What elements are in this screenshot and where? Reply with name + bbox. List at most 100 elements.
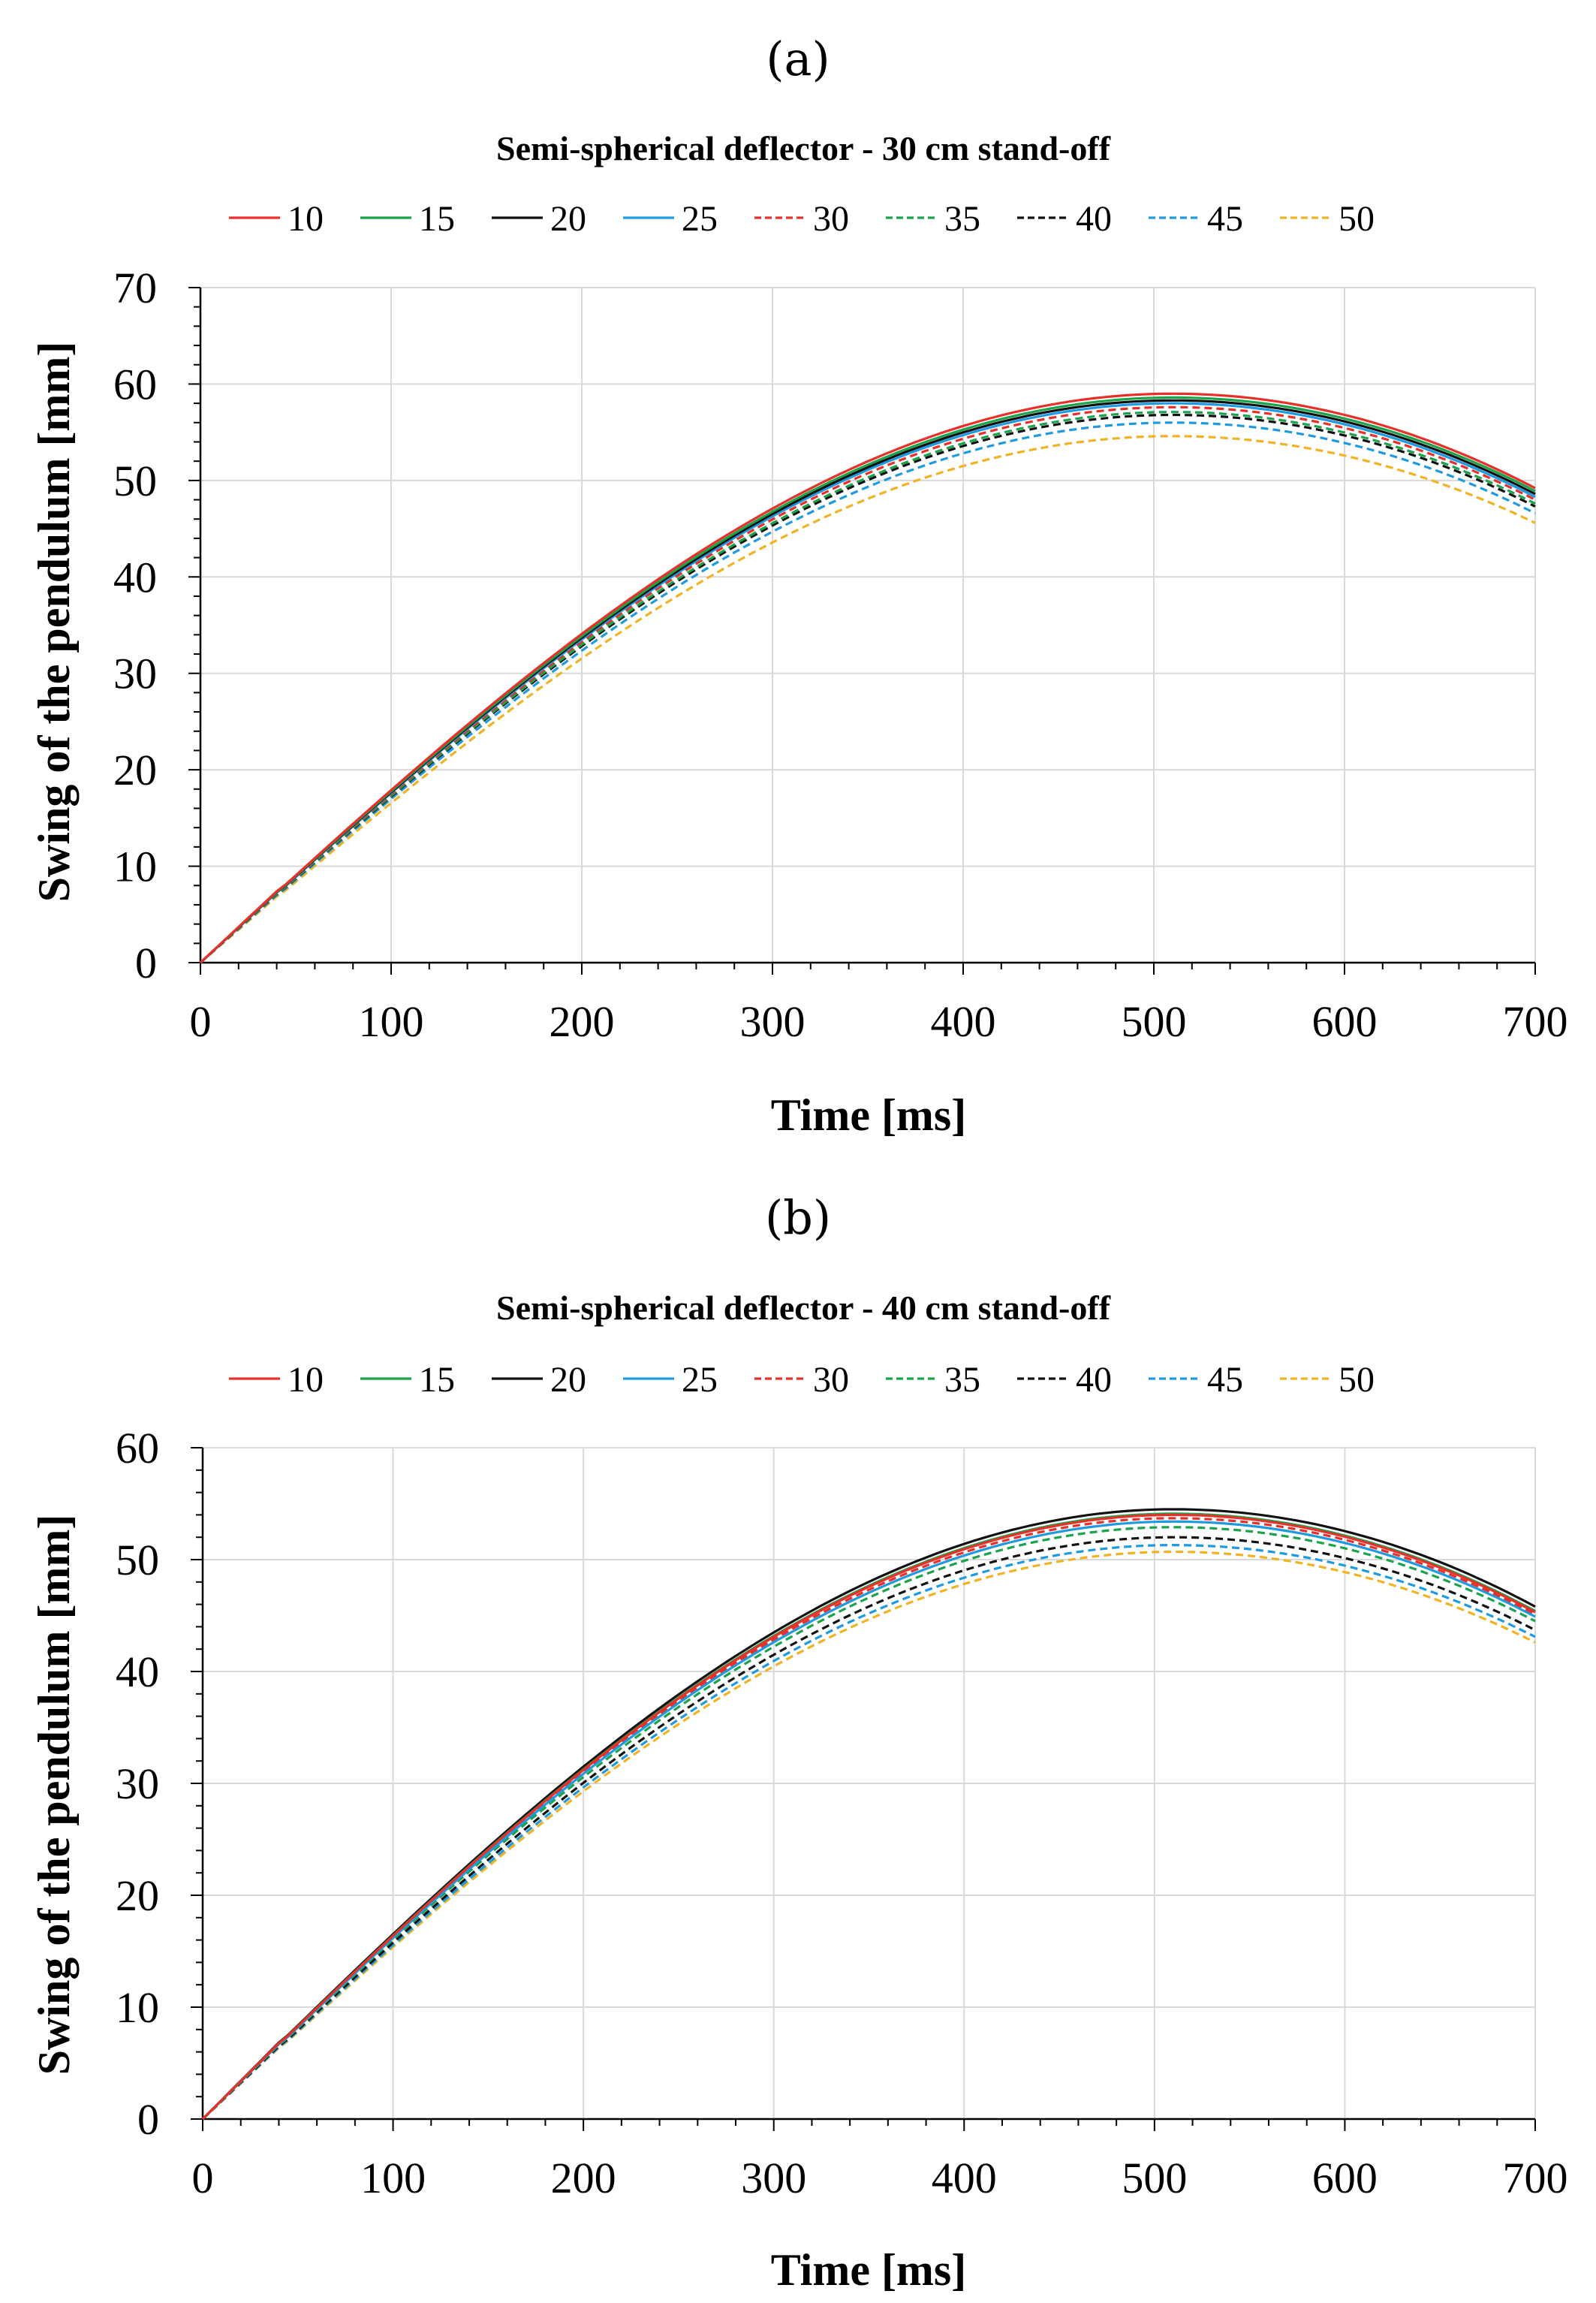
x-tick-label: 200 xyxy=(550,997,615,1046)
legend-label: 40 xyxy=(1076,199,1112,239)
legend-label: 25 xyxy=(682,1360,718,1400)
plot-area: 0 100 200 300 400 500 600 700 0 10 20 30 40 50 60 xyxy=(116,1424,1568,2202)
legend-item-25: 25 xyxy=(623,1360,718,1400)
series-line-45 xyxy=(199,421,1536,964)
y-tick-label: 60 xyxy=(116,1424,159,1473)
legend-label: 40 xyxy=(1076,1360,1112,1400)
legend-label: 50 xyxy=(1339,1360,1375,1400)
legend: 10 15 20 25 30 35 40 45 50 xyxy=(229,1360,1375,1400)
legend-label: 15 xyxy=(419,199,455,239)
y-tick-label: 20 xyxy=(116,1871,159,1920)
series-line-45 xyxy=(201,1543,1536,2121)
legend: 10 15 20 25 30 35 40 45 50 xyxy=(229,199,1375,239)
series-line-10 xyxy=(201,1513,1536,2121)
legend-item-45: 45 xyxy=(1149,199,1243,239)
series-line-40 xyxy=(201,1536,1536,2121)
legend-label: 25 xyxy=(682,199,718,239)
legend-item-20: 20 xyxy=(492,1360,586,1400)
y-tick-label: 70 xyxy=(113,264,157,312)
series-line-10 xyxy=(199,392,1536,964)
y-tick-label: 50 xyxy=(116,1536,159,1584)
x-tick-label: 200 xyxy=(551,2154,616,2202)
x-tick-label: 100 xyxy=(360,2154,426,2202)
legend-label: 15 xyxy=(419,1360,455,1400)
legend-label: 20 xyxy=(550,199,586,239)
x-tick-label: 700 xyxy=(1503,997,1568,1046)
legend-label: 10 xyxy=(288,1360,324,1400)
y-tick-label: 50 xyxy=(113,457,157,505)
x-tick-label: 0 xyxy=(190,997,212,1046)
series-line-20 xyxy=(201,1508,1536,2121)
series-line-15 xyxy=(201,1512,1536,2121)
x-tick-label: 600 xyxy=(1312,2154,1378,2202)
legend-item-35: 35 xyxy=(886,199,980,239)
series-line-20 xyxy=(199,399,1536,964)
x-tick-label: 500 xyxy=(1122,997,1187,1046)
series-line-35 xyxy=(201,1526,1536,2121)
series-line-40 xyxy=(199,413,1536,964)
legend-label: 30 xyxy=(813,199,849,239)
series-line-25 xyxy=(201,1520,1536,2121)
legend-item-40: 40 xyxy=(1017,1360,1112,1400)
legend-label: 10 xyxy=(288,199,324,239)
legend-item-30: 30 xyxy=(754,199,849,239)
legend-label: 45 xyxy=(1207,1360,1243,1400)
legend-label: 50 xyxy=(1339,199,1375,239)
legend-item-45: 45 xyxy=(1149,1360,1243,1400)
legend-item-15: 15 xyxy=(360,199,455,239)
series-line-50 xyxy=(199,435,1536,964)
x-tick-label: 600 xyxy=(1312,997,1378,1046)
legend-label: 30 xyxy=(813,1360,849,1400)
panel-label: (a) xyxy=(766,32,830,86)
plot-area: 0 100 200 300 400 500 600 700 0 10 20 30 40 50 60 70 xyxy=(113,264,1568,1046)
series-line-30 xyxy=(201,1517,1536,2121)
x-tick-label: 500 xyxy=(1122,2154,1187,2202)
x-tick-label: 400 xyxy=(932,2154,997,2202)
y-tick-label: 40 xyxy=(116,1647,159,1696)
legend-item-40: 40 xyxy=(1017,199,1112,239)
series-group xyxy=(201,1508,1536,2121)
y-tick-label: 10 xyxy=(113,843,157,891)
legend-item-35: 35 xyxy=(886,1360,980,1400)
panel-a: (a) Semi-spherical deflector - 30 cm sta… xyxy=(29,32,1568,1140)
legend-item-10: 10 xyxy=(229,199,324,239)
panel-label: (b) xyxy=(765,1190,831,1245)
legend-item-50: 50 xyxy=(1280,199,1375,239)
x-tick-label: 300 xyxy=(740,997,806,1046)
y-tick-label: 0 xyxy=(137,2095,159,2144)
legend-label: 20 xyxy=(550,1360,586,1400)
series-group xyxy=(199,392,1536,964)
legend-label: 35 xyxy=(944,199,980,239)
legend-label: 35 xyxy=(944,1360,980,1400)
series-line-30 xyxy=(199,405,1536,964)
legend-item-10: 10 xyxy=(229,1360,324,1400)
x-tick-label: 400 xyxy=(931,997,996,1046)
legend-item-20: 20 xyxy=(492,199,586,239)
legend-item-30: 30 xyxy=(754,1360,849,1400)
y-tick-label: 60 xyxy=(113,360,157,408)
x-tick-label: 0 xyxy=(192,2154,214,2202)
chart-title: Semi-spherical deflector - 30 cm stand-o… xyxy=(496,129,1111,167)
y-tick-label: 30 xyxy=(116,1759,159,1808)
series-line-15 xyxy=(199,396,1536,964)
chart-title: Semi-spherical deflector - 40 cm stand-o… xyxy=(496,1289,1111,1327)
series-line-50 xyxy=(201,1550,1536,2121)
y-axis-title: Swing of the pendulum [mm] xyxy=(29,342,79,903)
legend-item-50: 50 xyxy=(1280,1360,1375,1400)
y-tick-label: 10 xyxy=(116,1983,159,2032)
y-tick-label: 30 xyxy=(113,650,157,698)
legend-label: 45 xyxy=(1207,199,1243,239)
x-axis-title: Time [ms] xyxy=(771,2245,967,2295)
x-tick-label: 700 xyxy=(1503,2154,1568,2202)
series-line-35 xyxy=(199,411,1536,964)
x-tick-label: 300 xyxy=(741,2154,806,2202)
y-tick-label: 0 xyxy=(135,939,157,987)
y-tick-label: 40 xyxy=(113,553,157,601)
x-tick-label: 100 xyxy=(359,997,424,1046)
legend-item-15: 15 xyxy=(360,1360,455,1400)
panel-b: (b) Semi-spherical deflector - 40 cm sta… xyxy=(29,1190,1568,2295)
legend-item-25: 25 xyxy=(623,199,718,239)
x-axis-title: Time [ms] xyxy=(771,1090,967,1140)
y-tick-label: 20 xyxy=(113,746,157,794)
